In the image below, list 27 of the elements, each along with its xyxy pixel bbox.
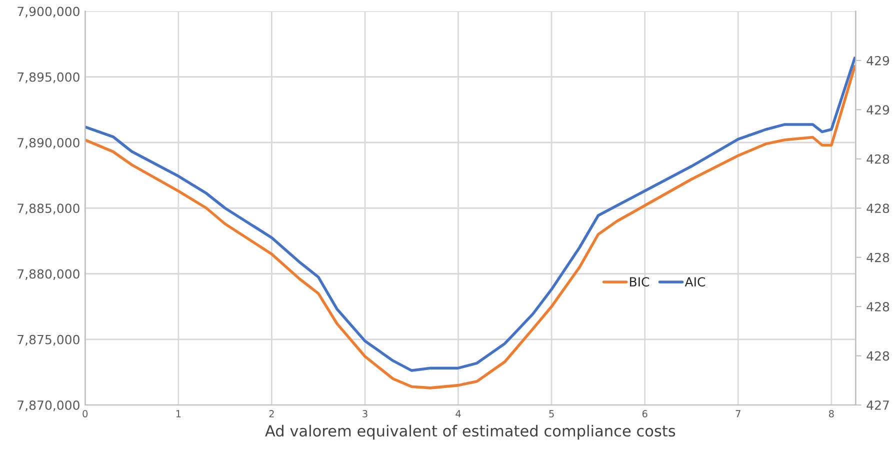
y2-tick-label: 428	[866, 302, 890, 312]
legend-label: AIC	[684, 277, 706, 287]
y2-tick-label: 428	[866, 351, 890, 361]
x-tick-label: 4	[456, 410, 461, 418]
x-tick-label: 2	[269, 410, 274, 418]
y2-tick-label: 428	[866, 154, 890, 164]
y-tick-label: 7,880,000	[18, 269, 80, 280]
y2-tick-label: 428	[866, 252, 890, 262]
x-tick-label: 3	[362, 410, 368, 418]
y-tick-label: 7,890,000	[18, 138, 80, 149]
y-tick-label: 7,885,000	[18, 204, 80, 214]
y2-tick-label: 429	[866, 56, 890, 66]
y2-tick-label: 428	[866, 204, 890, 214]
y2-tick-label: 429	[866, 105, 890, 115]
x-axis-title: Ad valorem equivalent of estimated compliance costs	[265, 424, 676, 440]
x-tick-label: 8	[828, 410, 834, 418]
x-tick-label: 0	[82, 410, 88, 418]
x-tick-label: 7	[736, 410, 740, 418]
x-tick-label: 5	[549, 410, 554, 418]
y-tick-label: 7,870,000	[18, 400, 80, 412]
y-tick-label: 7,900,000	[18, 6, 80, 18]
x-tick-label: 6	[642, 410, 648, 418]
y-tick-label: 7,895,000	[18, 72, 80, 84]
x-tick-label: 1	[176, 410, 181, 418]
legend-label: BIC	[630, 277, 650, 287]
y2-tick-label: 427	[866, 400, 889, 410]
y-tick-label: 7,875,000	[18, 334, 80, 346]
